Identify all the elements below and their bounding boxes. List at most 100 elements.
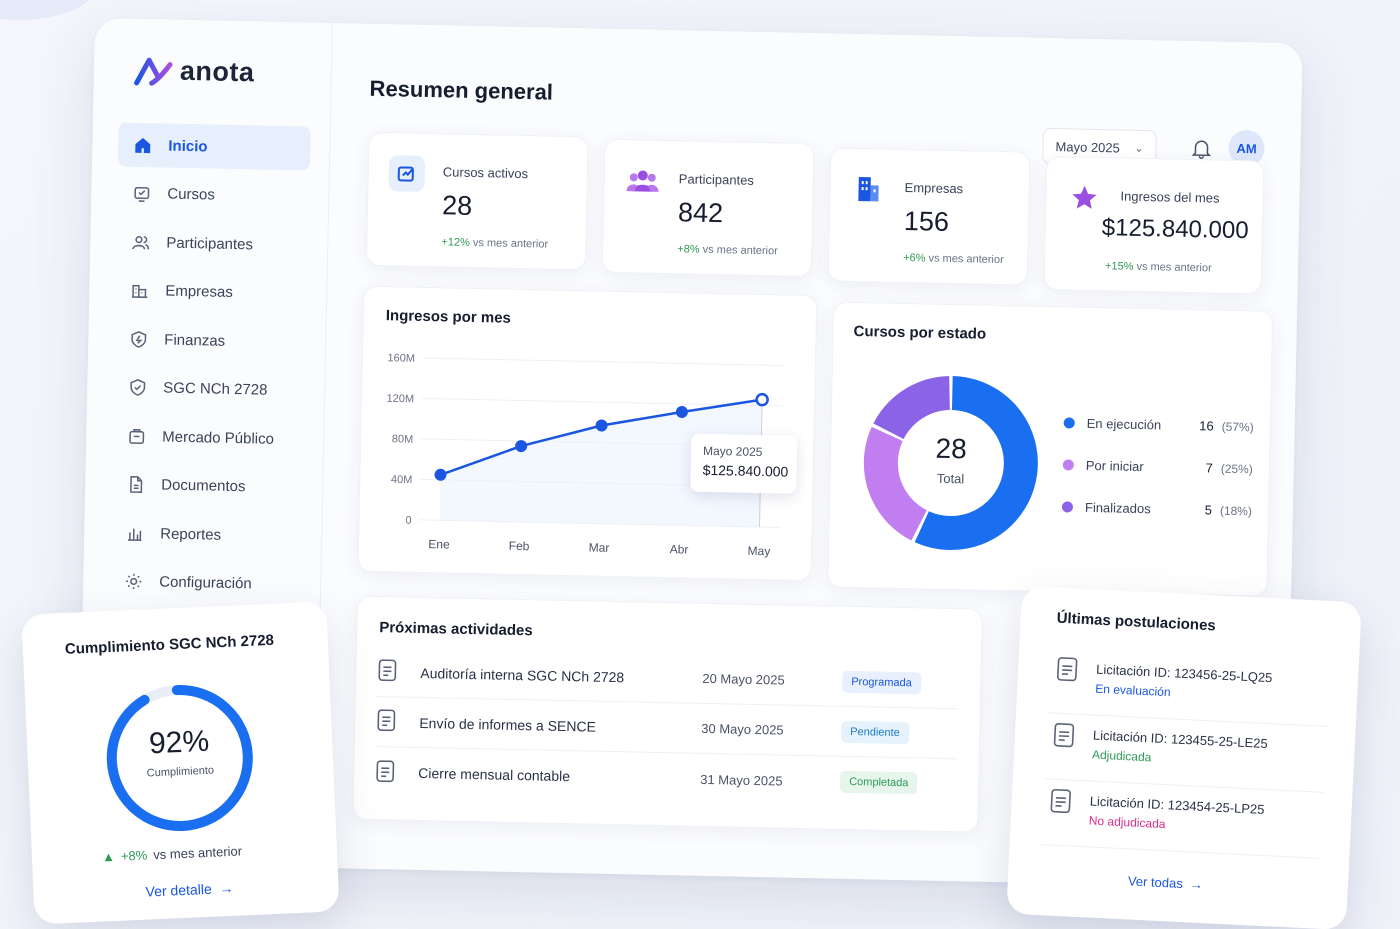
sidebar-item-cursos[interactable]: Cursos xyxy=(117,171,310,219)
x-tick-label: May xyxy=(748,544,771,558)
legend-item: En ejecución 16 (57%) xyxy=(1063,415,1254,434)
sidebar-item-label: Configuración xyxy=(159,573,252,593)
store-icon xyxy=(126,426,146,446)
sidebar: anota Inicio Cursos Participantes Empres… xyxy=(77,18,333,868)
sidebar-item-label: Participantes xyxy=(166,234,254,253)
x-tick-label: Ene xyxy=(428,537,450,551)
sidebar-item-empresas[interactable]: Empresas xyxy=(115,268,308,316)
stat-card-participantes[interactable]: Participantes 842 +8% vs mes anterior xyxy=(601,138,815,278)
sidebar-item-sgc[interactable]: SGC NCh 2728 xyxy=(113,365,306,413)
stat-label: Participantes xyxy=(678,171,755,188)
activity-date: 30 Mayo 2025 xyxy=(701,720,784,738)
application-status: No adjudicada xyxy=(1088,813,1166,832)
view-all-label: Ver todas xyxy=(1127,873,1184,892)
sidebar-item-label: Mercado Público xyxy=(162,428,275,448)
sidebar-item-finanzas[interactable]: Finanzas xyxy=(114,316,307,364)
document-icon xyxy=(1053,723,1075,748)
legend-pct: (18%) xyxy=(1219,503,1253,518)
app-window: anota Inicio Cursos Participantes Empres… xyxy=(77,18,1303,889)
stat-label: Empresas xyxy=(904,179,964,197)
stat-card-cursos[interactable]: Cursos activos 28 +12% vs mes anterior xyxy=(365,131,589,271)
document-icon xyxy=(375,708,420,736)
application-row[interactable]: Licitación ID: 123455-25-LE25 Adjudicada xyxy=(1044,715,1328,793)
view-detail-label: Ver detalle xyxy=(145,880,213,900)
stat-value: 842 xyxy=(677,197,724,229)
y-tick-label: 40M xyxy=(391,474,413,486)
stat-delta-value: +15% xyxy=(1104,260,1134,273)
stat-delta-text: vs mes anterior xyxy=(702,243,778,258)
application-row[interactable]: Licitación ID: 123456-25-LQ25 En evaluac… xyxy=(1048,649,1331,727)
sidebar-item-configuracion[interactable]: Configuración xyxy=(109,559,302,607)
application-row[interactable]: Licitación ID: 123454-25-LP25 No adjudic… xyxy=(1041,781,1325,859)
sidebar-item-label: Finanzas xyxy=(164,331,226,350)
status-badge: Programada xyxy=(842,670,922,694)
compliance-title: Cumplimiento SGC NCh 2728 xyxy=(64,631,275,658)
application-id: Licitación ID: 123455-25-LE25 xyxy=(1092,727,1269,752)
data-point xyxy=(755,392,769,407)
stat-value: 156 xyxy=(903,205,950,237)
building-icon xyxy=(129,280,149,300)
compliance-delta-text: vs mes anterior xyxy=(152,843,243,863)
stat-delta-value: +12% xyxy=(441,236,470,249)
donut-hole xyxy=(899,412,1002,515)
legend-pct: (25%) xyxy=(1220,461,1253,476)
compliance-delta-value: +8% xyxy=(120,847,148,864)
legend-count: 5 xyxy=(1204,502,1213,518)
applications-title: Últimas postulaciones xyxy=(1056,609,1217,635)
document-icon xyxy=(1057,657,1078,682)
sidebar-item-reportes[interactable]: Reportes xyxy=(110,510,303,558)
star-icon xyxy=(1066,179,1103,216)
building-icon xyxy=(850,171,887,208)
stat-value: 28 xyxy=(441,190,473,221)
activity-row[interactable]: Envío de informes a SENCE 30 Mayo 2025 P… xyxy=(374,697,958,760)
compliance-ring xyxy=(106,685,253,832)
logo-icon xyxy=(134,57,173,86)
sidebar-item-label: Documentos xyxy=(161,476,246,496)
stat-card-empresas[interactable]: Empresas 156 +6% vs mes anterior xyxy=(827,147,1031,286)
stat-delta: +15% vs mes anterior xyxy=(1105,260,1212,274)
application-id: Licitación ID: 123456-25-LQ25 xyxy=(1095,661,1273,686)
background-blob xyxy=(0,0,100,20)
logo: anota xyxy=(134,55,255,89)
legend-pct: (57%) xyxy=(1221,419,1254,434)
stat-delta-value: +6% xyxy=(903,251,926,265)
activities-title: Próximas actividades xyxy=(379,619,533,640)
ring-progress xyxy=(106,685,253,832)
view-detail-link[interactable]: Ver detalle → xyxy=(145,880,234,900)
sidebar-item-documentos[interactable]: Documentos xyxy=(111,462,304,510)
stat-value: $125.840.000 xyxy=(1101,214,1249,245)
sidebar-item-mercado-publico[interactable]: Mercado Público xyxy=(112,413,305,461)
chart-tooltip: Mayo 2025 $125.840.000 xyxy=(690,433,798,494)
status-badge: Completada xyxy=(839,770,918,795)
activity-name: Auditoría interna SGC NCh 2728 xyxy=(420,664,625,685)
month-select-value: Mayo 2025 xyxy=(1055,138,1120,155)
activities-card: Próximas actividades Auditoría interna S… xyxy=(352,595,983,833)
x-tick-label: Abr xyxy=(670,542,689,556)
activity-name: Envío de informes a SENCE xyxy=(419,714,597,735)
activity-row[interactable]: Cierre mensual contable 31 Mayo 2025 Com… xyxy=(374,747,957,809)
status-badge: Pendiente xyxy=(840,720,909,744)
revenue-chart-card: Ingresos por mes 160M 120M 80M 40M 0 Ene Feb Ma… xyxy=(357,285,818,582)
application-status: En evaluación xyxy=(1094,681,1171,700)
sidebar-item-inicio[interactable]: Inicio xyxy=(117,122,311,171)
donut-slice xyxy=(863,376,1038,551)
stat-card-ingresos[interactable]: Ingresos del mes $125.840.000 +15% vs me… xyxy=(1043,155,1265,295)
x-tick-label: Mar xyxy=(589,540,610,554)
tooltip-label: Mayo 2025 xyxy=(702,443,763,460)
y-tick-label: 160M xyxy=(387,352,415,365)
donut-center-value: 28 xyxy=(935,432,968,465)
arrow-right-icon: → xyxy=(215,879,234,897)
sidebar-item-label: Empresas xyxy=(165,282,233,301)
users-icon xyxy=(624,162,661,199)
stat-delta-value: +8% xyxy=(677,243,700,256)
stat-delta-text: vs mes anterior xyxy=(1136,260,1212,275)
donut-title: Cursos por estado xyxy=(853,322,987,343)
courses-icon xyxy=(131,183,151,203)
legend-item: Por iniciar 7 (25%) xyxy=(1062,457,1253,476)
bell-icon[interactable] xyxy=(1190,137,1212,159)
sidebar-item-label: Reportes xyxy=(160,524,222,544)
view-all-link[interactable]: Ver todas → xyxy=(1128,873,1204,892)
courses-icon xyxy=(388,155,426,192)
sidebar-item-participantes[interactable]: Participantes xyxy=(116,220,309,268)
activity-row[interactable]: Auditoría interna SGC NCh 2728 20 Mayo 2… xyxy=(375,647,959,710)
